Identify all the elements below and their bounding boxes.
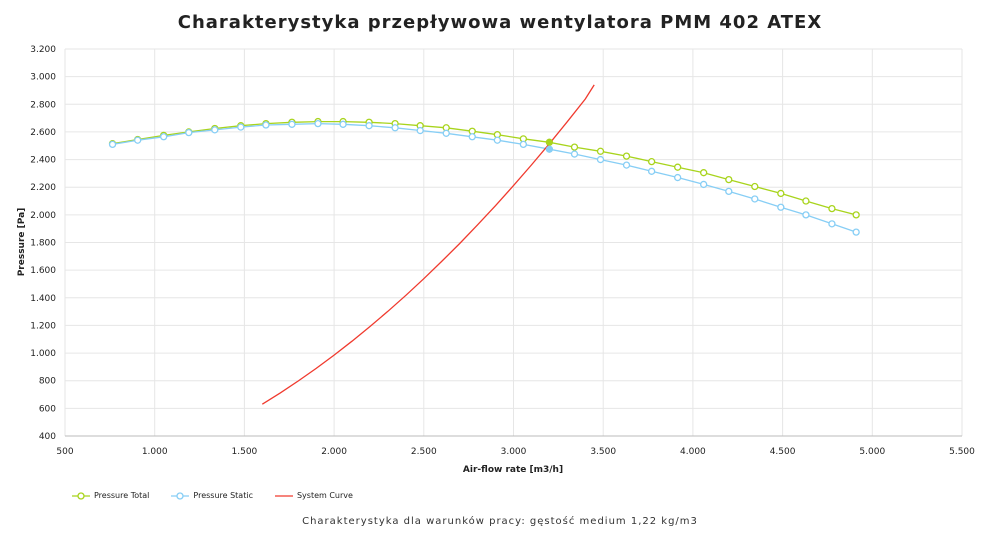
data-point-pressure-static	[802, 211, 810, 219]
x-tick-label: 500	[56, 447, 73, 457]
data-point-pressure-total	[828, 204, 836, 213]
x-tick-label: 1.500	[232, 447, 258, 457]
series-line-system-curve	[261, 84, 595, 405]
data-point-pressure-static	[647, 167, 656, 175]
data-point-pressure-total	[596, 147, 605, 155]
legend-marker-pressure-static	[171, 491, 190, 500]
y-tick-label: 2.400	[30, 156, 56, 166]
data-point-pressure-static	[852, 228, 860, 236]
data-point-pressure-static	[416, 126, 424, 135]
operating-point-static	[545, 145, 553, 153]
data-point-pressure-static	[828, 220, 836, 228]
y-tick-label: 600	[39, 404, 56, 414]
data-point-pressure-static	[674, 173, 682, 182]
legend-item-pressure-static[interactable]: Pressure Static	[171, 491, 253, 500]
legend-label-system-curve: System Curve	[296, 491, 353, 500]
series-line-pressure-total	[112, 120, 857, 216]
x-tick-label: 5.500	[949, 447, 975, 457]
y-tick-label: 2.800	[30, 100, 56, 110]
data-point-pressure-static	[262, 121, 270, 129]
data-point-pressure-total	[570, 143, 579, 151]
data-point-pressure-static	[211, 126, 219, 134]
y-tick-label: 2.600	[30, 128, 56, 138]
data-point-pressure-static	[160, 133, 168, 141]
data-point-pressure-total	[725, 175, 733, 184]
y-tick-label: 800	[39, 377, 56, 387]
data-point-pressure-static	[108, 140, 117, 149]
x-tick-label: 2.000	[321, 447, 347, 457]
data-point-pressure-total	[777, 189, 785, 198]
data-point-pressure-static	[751, 195, 759, 203]
data-point-pressure-total	[802, 197, 810, 205]
operating-point-total	[545, 138, 553, 146]
data-point-pressure-total	[674, 163, 682, 171]
x-axis-label: Air-flow rate [m3/h]	[463, 465, 563, 475]
grid	[64, 48, 963, 437]
data-point-pressure-static	[237, 123, 245, 131]
data-point-pressure-static	[314, 119, 322, 128]
data-point-pressure-static	[339, 120, 347, 128]
data-point-pressure-static	[519, 140, 528, 149]
x-tick-label: 1.000	[142, 447, 168, 457]
x-tick-label: 5.000	[859, 447, 885, 457]
legend: Pressure Total Pressure Static System Cu…	[72, 491, 353, 500]
data-point-pressure-static	[725, 187, 733, 196]
data-point-pressure-total	[647, 157, 656, 166]
data-point-pressure-static	[777, 203, 785, 211]
legend-marker-system-curve	[274, 494, 293, 497]
x-tick-label: 3.000	[501, 447, 527, 457]
data-point-pressure-total	[751, 182, 759, 191]
data-point-pressure-static	[596, 155, 605, 164]
data-point-pressure-static	[288, 120, 296, 128]
x-tick-label: 2.500	[411, 447, 437, 457]
x-tick-label: 3.500	[590, 447, 616, 457]
y-tick-label: 1.000	[30, 349, 56, 359]
data-point-pressure-total	[852, 211, 860, 219]
chart-title: Charakterystyka przepływowa wentylatora …	[177, 12, 823, 33]
y-tick-label: 3.000	[30, 73, 56, 83]
data-point-pressure-static	[622, 161, 631, 169]
data-point-pressure-total	[622, 152, 631, 160]
y-axis-label: Pressure [Pa]	[17, 208, 27, 277]
legend-label-pressure-total: Pressure Total	[94, 491, 150, 500]
y-tick-label: 1.200	[30, 321, 56, 331]
legend-item-system-curve[interactable]: System Curve	[274, 491, 353, 500]
data-point-pressure-static	[493, 136, 502, 144]
data-point-pressure-static	[134, 136, 142, 144]
legend-marker-pressure-total	[72, 491, 90, 500]
data-point-pressure-static	[391, 124, 399, 132]
x-tick-label: 4.000	[680, 447, 706, 457]
y-tick-label: 2.000	[30, 211, 56, 221]
legend-item-pressure-total[interactable]: Pressure Total	[72, 491, 149, 500]
y-tick-label: 400	[39, 432, 56, 442]
data-point-pressure-static	[468, 133, 476, 141]
y-tick-label: 1.800	[30, 239, 56, 249]
legend-label-pressure-static: Pressure Static	[193, 491, 253, 500]
y-tick-label: 1.600	[30, 266, 56, 276]
data-point-pressure-static	[700, 180, 708, 189]
x-tick-label: 4.500	[770, 447, 796, 457]
series-line-pressure-static	[112, 122, 857, 233]
data-point-pressure-static	[365, 122, 373, 130]
y-tick-label: 2.200	[30, 183, 56, 193]
data-point-pressure-static	[570, 150, 579, 158]
series	[108, 84, 860, 405]
y-tick-label: 3.200	[30, 45, 56, 55]
footnote: Charakterystyka dla warunków pracy: gęst…	[302, 516, 698, 527]
y-tick-label: 1.400	[30, 294, 56, 304]
data-point-pressure-total	[700, 169, 708, 177]
data-point-pressure-static	[442, 129, 450, 137]
axes: 400 600 800 1.000 1.200 1.400 1.600 1.800 2.000 2…	[30, 45, 975, 457]
data-point-pressure-static	[185, 128, 193, 137]
